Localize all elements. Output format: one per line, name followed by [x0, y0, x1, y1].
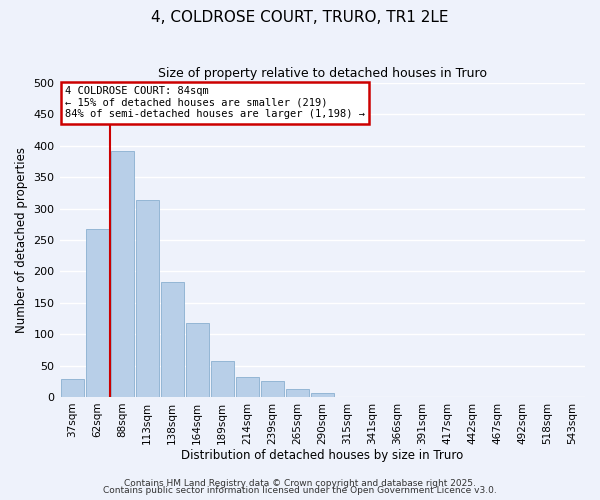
Text: Contains HM Land Registry data © Crown copyright and database right 2025.: Contains HM Land Registry data © Crown c… [124, 478, 476, 488]
Title: Size of property relative to detached houses in Truro: Size of property relative to detached ho… [158, 68, 487, 80]
Text: Contains public sector information licensed under the Open Government Licence v3: Contains public sector information licen… [103, 486, 497, 495]
Bar [161, 282, 184, 397]
Text: 4, COLDROSE COURT, TRURO, TR1 2LE: 4, COLDROSE COURT, TRURO, TR1 2LE [151, 10, 449, 25]
Y-axis label: Number of detached properties: Number of detached properties [15, 147, 28, 333]
Text: 4 COLDROSE COURT: 84sqm
← 15% of detached houses are smaller (219)
84% of semi-d: 4 COLDROSE COURT: 84sqm ← 15% of detache… [65, 86, 365, 120]
Bar [236, 377, 259, 397]
Bar [86, 230, 109, 397]
Bar [261, 382, 284, 397]
Bar [136, 200, 158, 397]
Bar [286, 389, 309, 397]
Bar [61, 380, 83, 397]
Bar [110, 151, 134, 397]
X-axis label: Distribution of detached houses by size in Truro: Distribution of detached houses by size … [181, 450, 463, 462]
Bar [211, 360, 233, 397]
Bar [185, 323, 209, 397]
Bar [311, 393, 334, 397]
